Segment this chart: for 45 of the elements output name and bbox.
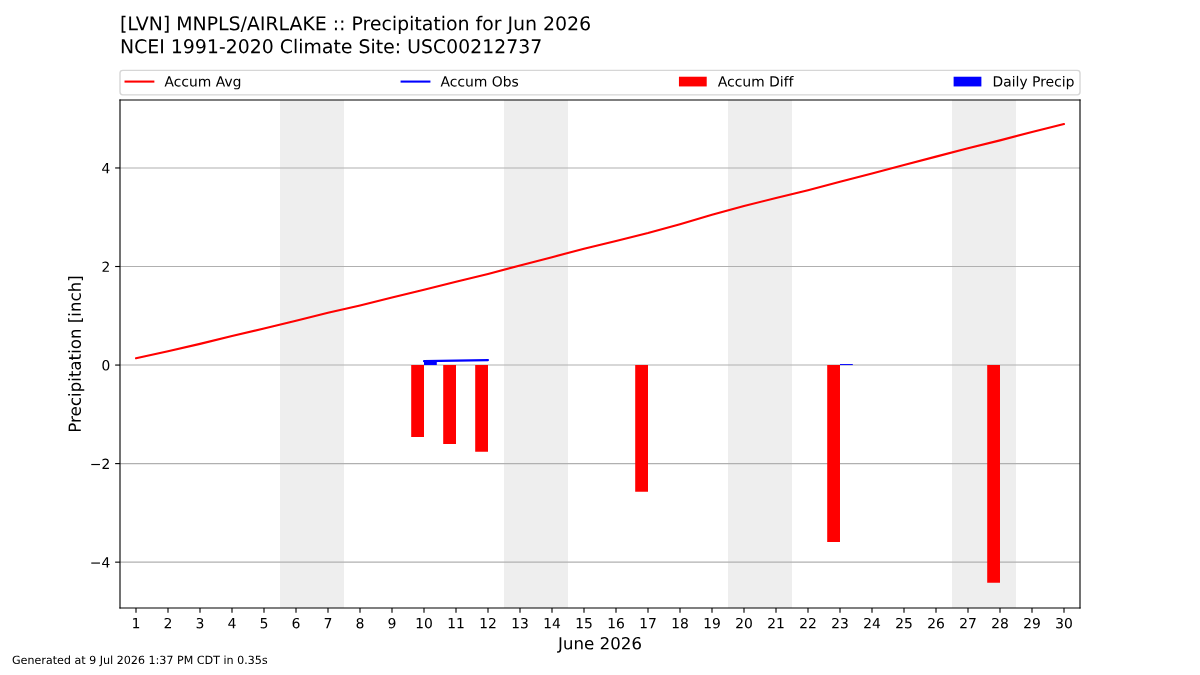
x-tick-label: 5 <box>260 618 268 629</box>
y-axis-title: Precipitation [inch] <box>68 276 85 432</box>
x-tick-label: 2 <box>164 617 172 629</box>
x-tick-label: 18 <box>672 617 688 629</box>
x-tick-label: 1 <box>133 618 140 629</box>
x-tick-label: 22 <box>800 617 816 629</box>
line-series <box>134 123 1066 360</box>
y-tick-label: −2 <box>91 458 109 469</box>
x-tick-label: 19 <box>704 617 720 629</box>
x-tick-label: 8 <box>356 617 364 629</box>
y-tick-label: 0 <box>102 360 110 371</box>
chart-subtitle: NCEI 1991-2020 Climate Site: USC00212737 <box>121 38 541 54</box>
x-tick-label: 3 <box>196 617 204 629</box>
x-tick-label: 11 <box>448 618 464 629</box>
x-tick-label: 7 <box>324 618 332 629</box>
x-tick-label: 14 <box>544 618 561 629</box>
x-tick-label: 27 <box>960 617 976 629</box>
x-tick-label: 10 <box>416 617 432 629</box>
x-tick-label: 9 <box>388 617 396 629</box>
x-tick-label: 21 <box>768 617 784 629</box>
x-tick-label: 15 <box>576 618 592 629</box>
x-tick-label: 4 <box>228 618 236 629</box>
x-tick-label: 30 <box>1056 617 1072 629</box>
text: Generated at 9 Jul 2026 1:37 PM CDT in 0.35s <box>12 655 268 667</box>
x-axis-title: June 2026 <box>557 636 641 653</box>
legend-label: Accum Avg <box>164 76 241 90</box>
y-tick-label: 2 <box>102 261 109 272</box>
x-tick-label: 20 <box>736 617 752 629</box>
x-tick-label: 29 <box>1024 617 1040 629</box>
legend-label: Accum Diff <box>717 75 794 87</box>
x-tick-label: 6 <box>292 617 300 629</box>
x-tick-label: 12 <box>480 617 496 629</box>
y-tick-label: −4 <box>91 557 110 568</box>
x-tick-label: 17 <box>640 618 656 629</box>
x-tick-label: 26 <box>928 617 944 629</box>
legend-label: Daily Precip <box>993 75 1074 90</box>
x-tick-label: 16 <box>608 617 624 629</box>
x-tick-label: 28 <box>992 617 1008 629</box>
legend-label: Accum Obs <box>440 75 519 87</box>
x-tick-label: 13 <box>512 617 528 629</box>
y-tick-label: 4 <box>102 163 110 174</box>
x-tick-label: 23 <box>832 617 848 629</box>
x-tick-label: 25 <box>896 617 912 629</box>
x-tick-label: 24 <box>864 617 881 629</box>
chart-title: [LVN] MNPLS/AIRLAKE :: Precipitation for Jun 2026 <box>121 15 590 35</box>
